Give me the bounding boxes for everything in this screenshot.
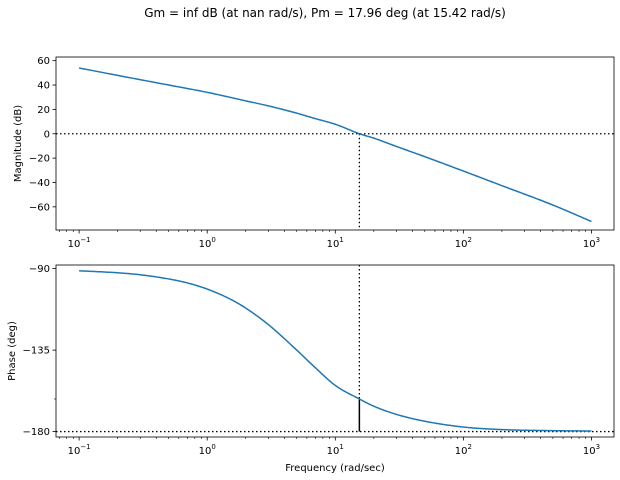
y-tick-label: −180 [23, 427, 50, 438]
phase-series-line [79, 270, 592, 432]
x-tick-label: 102 [455, 236, 472, 250]
x-axis-label: Frequency (rad/sec) [285, 463, 385, 474]
phase-axes-frame [55, 264, 615, 438]
x-tick-label: 103 [583, 236, 600, 250]
figure-title: Gm = inf dB (at nan rad/s), Pm = 17.96 d… [144, 6, 506, 20]
magnitude-y-axis-label: Magnitude (dB) [13, 105, 24, 182]
y-tick-label: −40 [29, 178, 50, 189]
x-tick-label: 10−1 [68, 443, 91, 457]
x-tick-label: 101 [327, 236, 344, 250]
y-tick-label: 20 [37, 105, 50, 116]
y-tick-label: −60 [29, 202, 50, 213]
phase-panel: 10−1 100 101 102 103 −90 −135 −180 Phase (deg) [7, 264, 615, 457]
x-tick-label: 103 [583, 443, 600, 457]
y-tick-label: 40 [37, 81, 50, 92]
magnitude-panel: 10−1 100 101 102 103 60 40 20 0 −20 −40 −60 Magnitud… [13, 56, 615, 250]
x-tick-label: 100 [199, 443, 216, 457]
magnitude-axes-frame [55, 56, 615, 231]
magnitude-series-line [78, 67, 592, 223]
y-tick-label: −135 [23, 346, 50, 357]
phase-y-axis-label: Phase (deg) [7, 321, 18, 381]
y-tick-label: 60 [37, 56, 50, 67]
x-tick-label: 10−1 [68, 236, 91, 250]
x-tick-label: 100 [199, 236, 216, 250]
x-tick-label: 101 [327, 443, 344, 457]
y-tick-label: −20 [29, 154, 50, 165]
y-tick-label: −90 [29, 264, 50, 275]
x-tick-label: 102 [455, 443, 472, 457]
y-tick-label: 0 [44, 129, 50, 140]
